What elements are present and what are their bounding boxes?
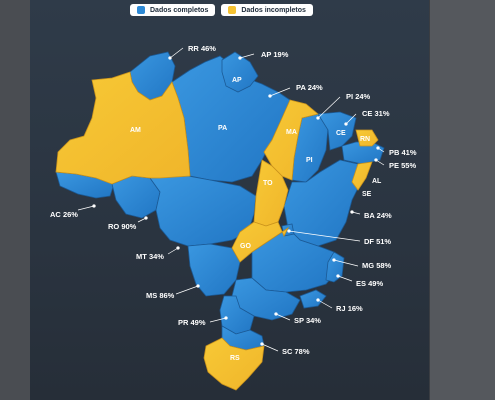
label-pa: PA xyxy=(218,125,227,132)
state-mt xyxy=(149,175,257,247)
legend-incomplete: Dados incompletos xyxy=(221,4,313,16)
divider xyxy=(429,0,430,400)
state-rj xyxy=(299,289,327,309)
label-rs: RS xyxy=(230,355,240,362)
label-al: AL xyxy=(372,178,382,185)
callout-rj: RJ 16% xyxy=(336,304,363,313)
callout-pe: PE 55% xyxy=(389,161,416,170)
label-am: AM xyxy=(130,127,141,134)
callout-mt: MT 34% xyxy=(136,252,164,261)
state-ap xyxy=(221,51,259,93)
callout-sp: SP 34% xyxy=(294,316,321,325)
state-am xyxy=(55,71,191,185)
legend-incomplete-swatch xyxy=(228,6,237,14)
callout-pr: PR 49% xyxy=(178,318,206,327)
callout-ms: MS 86% xyxy=(146,291,175,300)
callout-pa: PA 24% xyxy=(296,83,323,92)
callout-pi: PI 24% xyxy=(346,92,371,101)
state-es xyxy=(325,251,345,283)
callout-ro: RO 90% xyxy=(108,222,137,231)
legend-complete-label: Dados completos xyxy=(150,6,209,14)
label-to: TO xyxy=(263,180,273,187)
callout-ce: CE 31% xyxy=(362,109,390,118)
callout-ap: AP 19% xyxy=(261,50,289,59)
callout-es: ES 49% xyxy=(356,279,383,288)
callout-mg: MG 58% xyxy=(362,261,392,270)
legend: Dados completos Dados incompletos xyxy=(130,4,313,16)
state-rs xyxy=(203,337,265,391)
label-se: SE xyxy=(362,191,372,198)
state-ms xyxy=(187,243,241,297)
callout-df: DF 51% xyxy=(364,237,391,246)
label-ce: CE xyxy=(336,130,346,137)
state-rn xyxy=(355,129,379,147)
callout-ba: BA 24% xyxy=(364,211,392,220)
label-ap: AP xyxy=(232,77,242,84)
label-rn: RN xyxy=(360,136,370,143)
callout-ac: AC 26% xyxy=(50,210,78,219)
label-go: GO xyxy=(240,243,251,250)
callout-sc: SC 78% xyxy=(282,347,310,356)
state-ce xyxy=(317,111,357,151)
right-margin xyxy=(430,0,495,400)
legend-incomplete-label: Dados incompletos xyxy=(241,6,306,14)
legend-complete-swatch xyxy=(137,6,145,14)
legend-complete: Dados completos xyxy=(130,4,216,16)
label-pi: PI xyxy=(306,157,313,164)
callout-rr: RR 46% xyxy=(188,44,216,53)
label-ma: MA xyxy=(286,129,297,136)
state-go xyxy=(231,221,290,263)
state-to xyxy=(253,159,289,227)
state-ma xyxy=(263,99,319,181)
callout-pb: PB 41% xyxy=(389,148,417,157)
state-al-se xyxy=(351,161,373,191)
